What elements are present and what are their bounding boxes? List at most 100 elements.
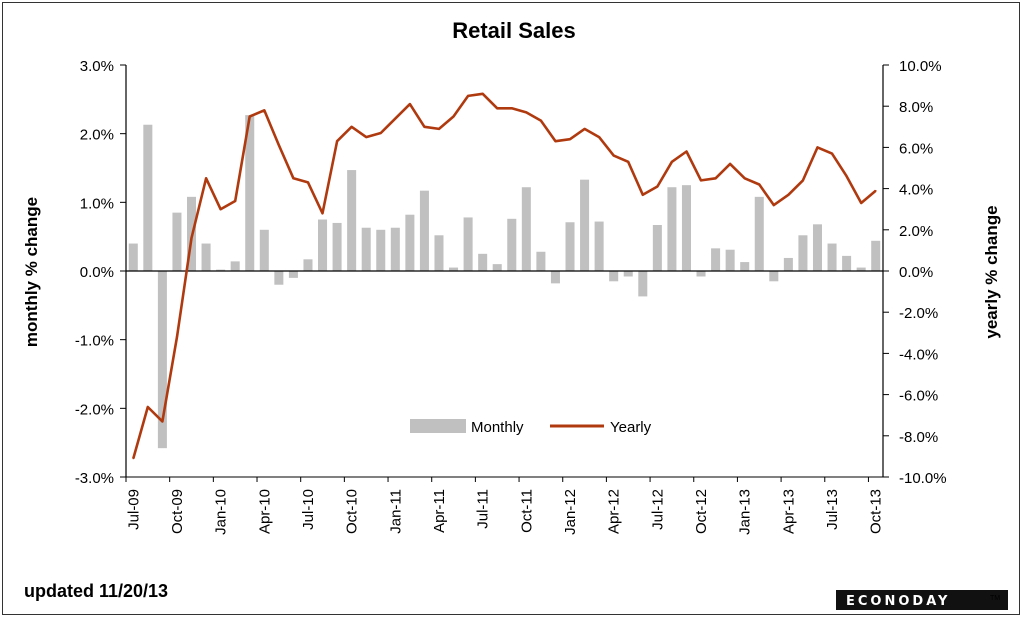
left-tick-label: 1.0% (80, 195, 114, 212)
monthly-bar (696, 271, 706, 277)
yearly-point (423, 126, 426, 128)
yearly-point (481, 93, 484, 95)
right-axis: 10.0% 8.0% 6.0% 4.0% 2.0% 0.0% -2.0% -4.0% -6.0%… (882, 58, 947, 487)
yearly-point (132, 457, 135, 460)
monthly-bar (347, 170, 357, 271)
x-tick-label: Jan-11 (387, 489, 404, 534)
yearly-point (743, 177, 746, 180)
monthly-bar (594, 221, 604, 271)
yearly-point (234, 200, 236, 202)
x-tick-label: Jul-10 (300, 489, 317, 530)
monthly-bar (798, 235, 808, 271)
yearly-point (845, 175, 848, 178)
monthly-bars (128, 115, 881, 449)
yearly-point (452, 115, 455, 118)
x-tick-label: Oct-12 (693, 489, 710, 534)
left-tick-label: -2.0% (75, 401, 114, 418)
yearly-point (510, 107, 513, 110)
yearly-point (467, 95, 469, 97)
yearly-point (176, 336, 178, 338)
x-tick-label: Apr-12 (606, 489, 623, 534)
yearly-point (554, 140, 557, 143)
x-tick-label: Jan-13 (737, 489, 754, 535)
yearly-point (874, 189, 877, 192)
monthly-bar (405, 214, 415, 271)
right-tick-label: -6.0% (899, 388, 938, 405)
yearly-point (205, 177, 207, 180)
yearly-point (438, 128, 440, 130)
monthly-bar (652, 224, 662, 271)
yearly-point (598, 136, 600, 138)
yearly-point (773, 204, 775, 206)
left-tick-label: 3.0% (80, 58, 114, 75)
left-tick-label: 2.0% (80, 127, 114, 144)
yearly-point (190, 237, 193, 239)
monthly-bar (550, 271, 560, 284)
monthly-bar (580, 179, 590, 271)
monthly-bar (478, 253, 488, 271)
left-axis-label: monthly % change (22, 197, 41, 347)
monthly-bar (492, 264, 502, 271)
monthly-bar (143, 124, 153, 272)
right-tick-label: 4.0% (899, 182, 933, 199)
right-tick-label: -4.0% (899, 346, 938, 363)
x-tick-label: Jul-11 (475, 489, 492, 529)
yearly-point (409, 103, 411, 105)
yearly-point (802, 179, 804, 182)
monthly-bar (216, 269, 226, 271)
left-tick-label: -1.0% (75, 333, 114, 350)
right-axis-label: yearly % change (982, 205, 1001, 338)
logo-text: ECONODAY (846, 594, 950, 609)
monthly-bar (434, 235, 444, 271)
monthly-bar (449, 267, 459, 271)
monthly-bar (812, 224, 823, 271)
x-tick-label: Oct-10 (344, 489, 361, 534)
monthly-bar (521, 187, 531, 271)
yearly-point (627, 161, 630, 163)
yearly-point (147, 406, 149, 408)
yearly-point (729, 163, 731, 165)
monthly-bar (667, 187, 677, 271)
yearly-point (540, 119, 542, 122)
right-tick-label: 2.0% (899, 223, 933, 240)
monthly-bar (871, 240, 881, 271)
monthly-bar (157, 271, 167, 449)
monthly-bar (609, 271, 619, 282)
left-tick-label: -3.0% (75, 470, 114, 487)
monthly-bar (303, 259, 313, 271)
monthly-bar (769, 271, 779, 282)
monthly-bar (507, 218, 517, 271)
x-tick-label: Jan-12 (562, 489, 579, 535)
monthly-bar (201, 243, 211, 271)
yearly-point (278, 144, 280, 147)
monthly-bar (623, 271, 633, 277)
monthly-bar (419, 190, 429, 271)
yearly-point (656, 185, 659, 188)
x-tick-label: Oct-11 (518, 489, 535, 533)
x-tick-label: Oct-13 (868, 489, 885, 534)
monthly-bar (536, 251, 546, 271)
x-tick-label: Apr-11 (431, 489, 448, 533)
monthly-bar (463, 217, 473, 271)
yearly-point (583, 128, 586, 130)
yearly-point (307, 181, 309, 184)
monthly-bar (288, 271, 298, 278)
yearly-point (219, 208, 222, 210)
monthly-bar (245, 115, 255, 271)
monthly-bar (128, 243, 138, 271)
monthly-bar (390, 227, 400, 271)
yearly-series-line (132, 92, 877, 459)
yearly-point (787, 193, 790, 196)
monthly-bar (259, 229, 269, 271)
chart-title: Retail Sales (452, 18, 576, 43)
yearly-point (612, 154, 615, 157)
trademark-symbol: TM (990, 595, 1000, 602)
yearly-point (263, 109, 266, 112)
monthly-bar (827, 243, 837, 271)
monthly-bar (172, 212, 182, 271)
x-tick-label: Apr-10 (256, 489, 273, 534)
legend-monthly-swatch (410, 419, 466, 433)
right-tick-label: -2.0% (899, 305, 938, 322)
monthly-bar (856, 267, 866, 271)
